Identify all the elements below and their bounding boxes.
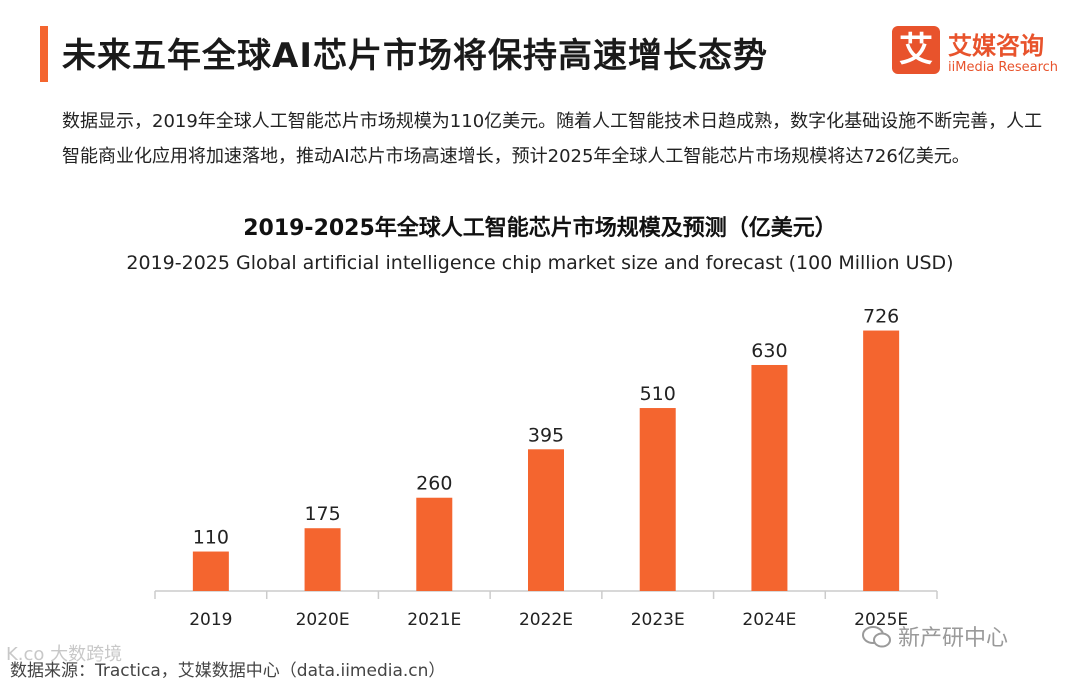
- data-label-2025E: 726: [863, 306, 899, 328]
- bar-2022E: [528, 449, 564, 591]
- tick-label-2022E: 2022E: [519, 610, 573, 630]
- tick-label-2025E: 2025E: [854, 610, 908, 630]
- logo-mark: 艾: [892, 26, 940, 74]
- bar-2023E: [639, 408, 676, 591]
- chart-title: 2019-2025年全球人工智能芯片市场规模及预测（亿美元）: [243, 216, 837, 241]
- tick-label-2020E: 2020E: [296, 610, 350, 630]
- data-label-2024E: 630: [751, 340, 787, 362]
- wechat-icon: [862, 626, 891, 648]
- bar-2021E: [416, 497, 453, 591]
- logo-name-en: iiMedia Research: [948, 60, 1059, 75]
- watermark-left: K.co 大数跨境: [6, 644, 123, 665]
- data-source: 数据来源：Tractica，艾媒数据中心（data.iimedia.cn）: [10, 661, 446, 681]
- chart-subtitle: 2019-2025 Global artificial intelligence…: [126, 252, 954, 274]
- tick-label-2021E: 2021E: [407, 610, 461, 630]
- summary-paragraph: 数据显示，2019年全球人工智能芯片市场规模为110亿美元。随着人工智能技术日趋…: [62, 111, 1043, 167]
- data-label-2023E: 510: [640, 383, 676, 405]
- bar-2020E: [304, 528, 341, 591]
- page-title: 未来五年全球AI芯片市场将保持高速增长态势: [62, 36, 768, 76]
- tick-label-2023E: 2023E: [631, 610, 685, 630]
- iimedia-logo: 艾 艾媒咨询 iiMedia Research: [892, 26, 1067, 84]
- bar-2019: [192, 551, 229, 591]
- bar-2024E: [751, 364, 788, 591]
- bar-2025E: [863, 330, 900, 591]
- data-label-2019: 110: [193, 527, 229, 549]
- data-label-2021E: 260: [416, 473, 452, 495]
- data-label-2020E: 175: [304, 503, 340, 525]
- logo-name-cn: 艾媒咨询: [948, 32, 1044, 60]
- data-label-2022E: 395: [528, 424, 564, 446]
- tick-label-2024E: 2024E: [742, 610, 796, 630]
- watermark-right: 新产研中心: [862, 620, 1008, 652]
- watermark-right-text: 新产研中心: [898, 626, 1009, 651]
- title-accent-bar: [40, 26, 48, 82]
- tick-label-2019: 2019: [189, 610, 232, 630]
